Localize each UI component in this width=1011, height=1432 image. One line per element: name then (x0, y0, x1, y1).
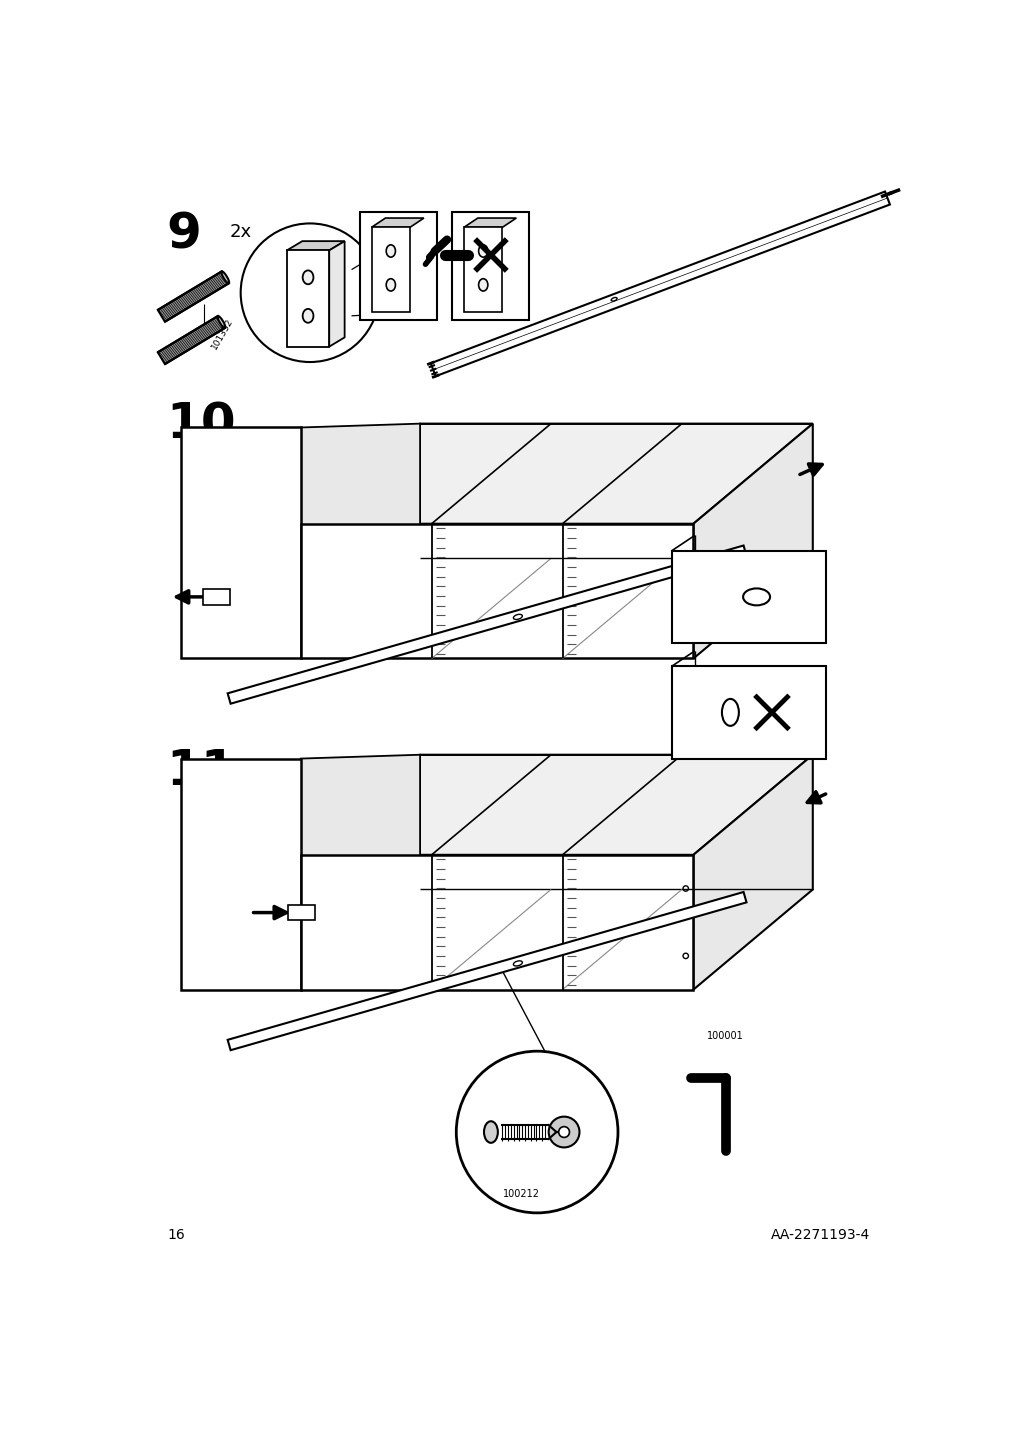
Polygon shape (300, 424, 812, 524)
Text: 10: 10 (166, 401, 236, 448)
Ellipse shape (513, 961, 522, 967)
Polygon shape (286, 241, 345, 251)
Text: 16: 16 (168, 1229, 185, 1242)
Polygon shape (463, 228, 502, 312)
Polygon shape (300, 424, 420, 659)
Polygon shape (300, 755, 812, 855)
Polygon shape (371, 218, 424, 228)
Polygon shape (181, 759, 300, 990)
Polygon shape (300, 855, 693, 990)
Polygon shape (431, 192, 889, 377)
Text: 9: 9 (166, 211, 200, 258)
Ellipse shape (611, 298, 617, 301)
Bar (287, 905, 314, 921)
Text: 100212: 100212 (502, 1189, 540, 1199)
Bar (452, 212, 529, 319)
Bar (203, 589, 229, 604)
Circle shape (456, 1051, 618, 1213)
Text: 101352: 101352 (209, 316, 235, 351)
Ellipse shape (513, 614, 522, 620)
Ellipse shape (217, 316, 225, 328)
Ellipse shape (221, 271, 228, 284)
Ellipse shape (386, 245, 395, 258)
Polygon shape (158, 272, 228, 322)
Ellipse shape (721, 699, 738, 726)
Ellipse shape (478, 279, 487, 291)
Polygon shape (181, 428, 300, 659)
Polygon shape (693, 424, 812, 659)
Ellipse shape (478, 245, 487, 258)
Ellipse shape (386, 279, 395, 291)
Polygon shape (300, 755, 420, 990)
Text: 2x: 2x (228, 223, 251, 242)
Text: 100001: 100001 (706, 1031, 742, 1041)
Polygon shape (286, 251, 329, 347)
Polygon shape (463, 218, 516, 228)
Ellipse shape (302, 309, 313, 322)
Polygon shape (158, 316, 224, 364)
Bar (671, 551, 825, 643)
Ellipse shape (483, 1121, 497, 1143)
Bar (671, 666, 825, 759)
Circle shape (558, 1127, 569, 1137)
Circle shape (548, 1117, 579, 1147)
Text: AA-2271193-4: AA-2271193-4 (769, 1229, 868, 1242)
Ellipse shape (302, 271, 313, 285)
Polygon shape (329, 241, 345, 347)
Bar (360, 212, 437, 319)
Polygon shape (227, 546, 746, 703)
Ellipse shape (742, 589, 769, 606)
Polygon shape (300, 524, 693, 659)
Polygon shape (693, 755, 812, 990)
Polygon shape (227, 892, 746, 1050)
Text: 11: 11 (166, 748, 236, 795)
Polygon shape (371, 228, 409, 312)
